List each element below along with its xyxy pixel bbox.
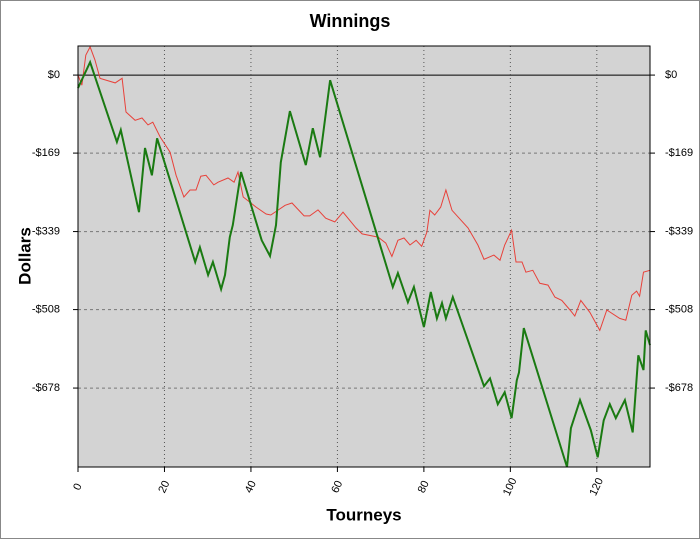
x-tick-label: 60 (329, 479, 345, 495)
y2-tick-label: -$169 (665, 147, 693, 159)
x-tick-label: 40 (243, 479, 259, 495)
y-tick-label: -$339 (32, 225, 60, 237)
x-tick-label: 20 (156, 479, 172, 495)
y-tick-label: -$508 (32, 303, 60, 315)
y2-tick-label: -$339 (665, 225, 693, 237)
plot-area (77, 45, 651, 468)
x-tick-label: 80 (416, 479, 432, 495)
x-axis-label: Tourneys (326, 505, 401, 524)
line (77, 59, 651, 468)
y-axis-label: Dollars (15, 227, 34, 285)
line (77, 45, 651, 332)
y2-tick-label: $0 (665, 69, 677, 81)
x-tick-label: 0 (71, 482, 84, 493)
y-tick-label: -$169 (32, 147, 60, 159)
plot-area (77, 45, 651, 468)
y-tick-label: -$678 (32, 382, 60, 394)
y2-tick-label: -$678 (665, 382, 693, 394)
y-tick-label: $0 (48, 69, 60, 81)
chart-title: Winnings (310, 11, 391, 31)
y2-tick-label: -$508 (665, 303, 693, 315)
